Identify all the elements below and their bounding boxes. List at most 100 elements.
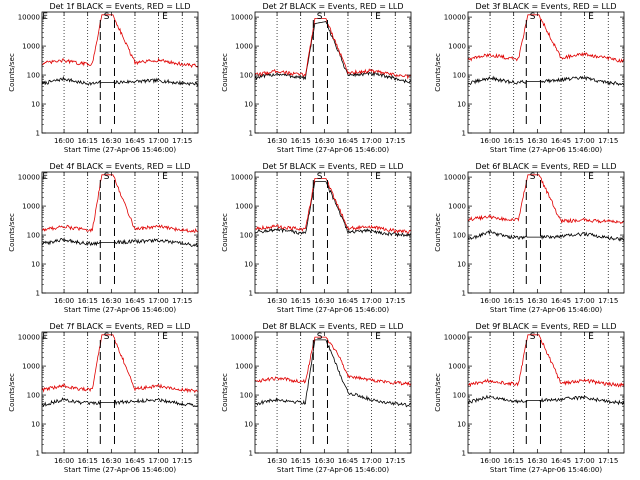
- attenuator-flag-label: E: [375, 12, 381, 22]
- events-series-line: [467, 75, 625, 86]
- events-series-line: [467, 229, 625, 242]
- attenuator-flag-label: S: [104, 172, 110, 182]
- x-tick-label: 16:45: [338, 137, 358, 145]
- y-tick-label: 10000: [444, 334, 466, 342]
- attenuator-flag-label: S: [104, 12, 110, 22]
- y-tick-label: 10: [31, 261, 40, 269]
- events-series-line: [41, 75, 199, 87]
- x-tick-label: 16:15: [78, 297, 98, 305]
- events-series-line: [254, 181, 412, 238]
- x-tick-label: 16:30: [527, 137, 547, 145]
- y-tick-label: 1: [249, 450, 253, 458]
- x-tick-label: 17:15: [385, 297, 405, 305]
- x-tick-label: 16:00: [480, 457, 500, 465]
- x-axis-label: Start Time (27-Apr-06 15:46:00): [277, 466, 389, 474]
- y-axis-label: Counts/sec: [434, 213, 442, 252]
- y-axis-label: Counts/sec: [221, 213, 229, 252]
- x-tick-label: 17:15: [598, 297, 618, 305]
- x-tick-label: 16:45: [338, 297, 358, 305]
- attenuator-flag-label: E: [162, 172, 168, 182]
- y-tick-label: 10: [457, 261, 466, 269]
- plot-frame: [467, 11, 625, 134]
- y-tick-label: 1000: [22, 203, 40, 211]
- y-tick-label: 1: [249, 290, 253, 298]
- y-axis-label: Counts/sec: [434, 373, 442, 412]
- lld-series-line: [467, 174, 625, 225]
- y-tick-label: 10: [457, 101, 466, 109]
- x-tick-label: 16:15: [78, 457, 98, 465]
- x-tick-label: 16:45: [551, 457, 571, 465]
- lld-series-line: [254, 178, 412, 234]
- x-tick-label: 16:00: [54, 297, 74, 305]
- events-series-line: [467, 394, 625, 406]
- y-tick-label: 10: [244, 101, 253, 109]
- events-series-line: [254, 21, 412, 84]
- y-tick-label: 10000: [231, 334, 253, 342]
- x-tick-label: 16:15: [504, 297, 524, 305]
- y-axis-label: Counts/sec: [434, 53, 442, 92]
- y-tick-label: 1: [462, 290, 466, 298]
- y-tick-label: 1000: [22, 363, 40, 371]
- y-tick-label: 1: [249, 130, 253, 138]
- y-tick-label: 1000: [235, 203, 253, 211]
- plot-frame: [467, 171, 625, 294]
- x-tick-label: 16:15: [504, 457, 524, 465]
- x-tick-label: 17:15: [172, 457, 192, 465]
- plot-frame: [254, 11, 412, 134]
- chart-title: Det 4f BLACK = Events, RED = LLD: [49, 162, 190, 171]
- attenuator-flag-label: S: [530, 12, 536, 22]
- x-tick-label: 16:30: [101, 457, 121, 465]
- chart-title: Det 2f BLACK = Events, RED = LLD: [262, 2, 403, 11]
- plot-frame: [41, 11, 199, 134]
- attenuator-flag-label: S: [317, 12, 323, 22]
- plot-frame: [254, 171, 412, 294]
- y-tick-label: 10000: [444, 174, 466, 182]
- y-tick-label: 100: [27, 72, 40, 80]
- y-tick-label: 1: [36, 450, 40, 458]
- y-tick-label: 10: [457, 421, 466, 429]
- x-tick-label: 16:00: [480, 297, 500, 305]
- x-axis-label: Start Time (27-Apr-06 15:46:00): [64, 146, 176, 154]
- x-tick-label: 16:45: [125, 297, 145, 305]
- x-tick-label: 16:45: [125, 457, 145, 465]
- attenuator-flag-label: E: [588, 12, 594, 22]
- y-axis-label: Counts/sec: [8, 373, 16, 412]
- y-axis-label: Counts/sec: [8, 213, 16, 252]
- attenuator-flag-label: E: [375, 172, 381, 182]
- x-tick-label: 17:15: [598, 137, 618, 145]
- x-axis-label: Start Time (27-Apr-06 15:46:00): [277, 146, 389, 154]
- lld-series-line: [254, 18, 412, 80]
- x-tick-label: 16:45: [551, 297, 571, 305]
- x-axis-label: Start Time (27-Apr-06 15:46:00): [490, 306, 602, 314]
- x-axis-label: Start Time (27-Apr-06 15:46:00): [490, 466, 602, 474]
- x-tick-label: 16:30: [527, 297, 547, 305]
- y-tick-label: 10000: [18, 14, 40, 22]
- lld-series-line: [41, 14, 199, 69]
- y-tick-label: 1000: [448, 203, 466, 211]
- chart-title: Det 7f BLACK = Events, RED = LLD: [49, 322, 190, 331]
- y-tick-label: 10: [244, 421, 253, 429]
- x-tick-label: 16:45: [551, 137, 571, 145]
- y-tick-label: 10000: [18, 174, 40, 182]
- chart-title: Det 3f BLACK = Events, RED = LLD: [475, 2, 616, 11]
- chart-title: Det 8f BLACK = Events, RED = LLD: [262, 322, 403, 331]
- x-tick-label: 17:15: [598, 457, 618, 465]
- x-tick-label: 16:15: [504, 137, 524, 145]
- y-tick-label: 100: [27, 392, 40, 400]
- x-tick-label: 17:15: [172, 297, 192, 305]
- x-tick-label: 16:15: [291, 457, 311, 465]
- x-tick-label: 16:30: [314, 297, 334, 305]
- y-axis-label: Counts/sec: [221, 373, 229, 412]
- detector-panel: Det 1f BLACK = Events, RED = LLD E S E 1 10 10…: [0, 0, 213, 160]
- y-tick-label: 1000: [448, 363, 466, 371]
- detector-panel: Det 6f BLACK = Events, RED = LLD S E 1 10 100…: [426, 160, 639, 320]
